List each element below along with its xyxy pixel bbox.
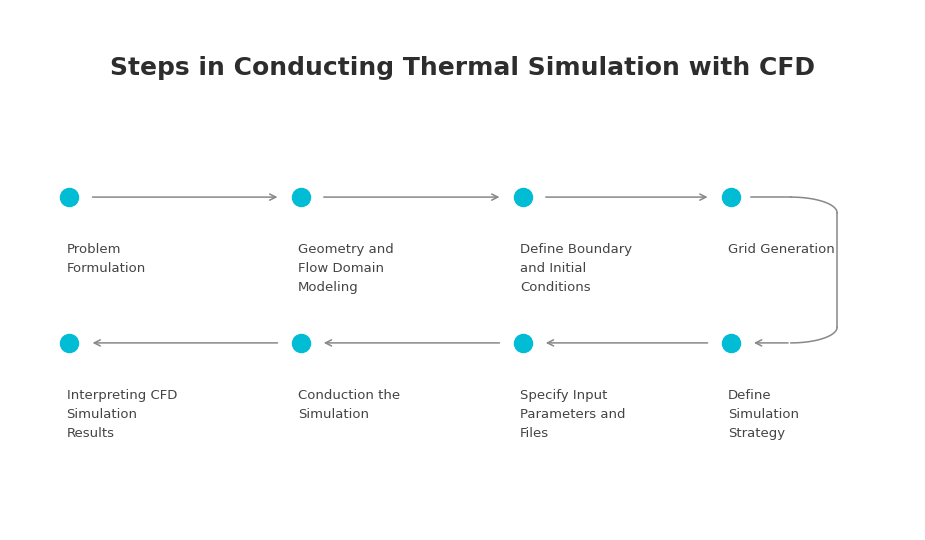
- Text: Conduction the
Simulation: Conduction the Simulation: [298, 389, 400, 421]
- Text: Grid Generation: Grid Generation: [728, 243, 834, 256]
- Text: Problem
Formulation: Problem Formulation: [67, 243, 146, 275]
- Text: Define
Simulation
Strategy: Define Simulation Strategy: [728, 389, 799, 440]
- Text: Interpreting CFD
Simulation
Results: Interpreting CFD Simulation Results: [67, 389, 177, 440]
- Text: Specify Input
Parameters and
Files: Specify Input Parameters and Files: [520, 389, 625, 440]
- Text: Steps in Conducting Thermal Simulation with CFD: Steps in Conducting Thermal Simulation w…: [110, 56, 815, 79]
- Text: Geometry and
Flow Domain
Modeling: Geometry and Flow Domain Modeling: [298, 243, 394, 294]
- Text: Define Boundary
and Initial
Conditions: Define Boundary and Initial Conditions: [520, 243, 632, 294]
